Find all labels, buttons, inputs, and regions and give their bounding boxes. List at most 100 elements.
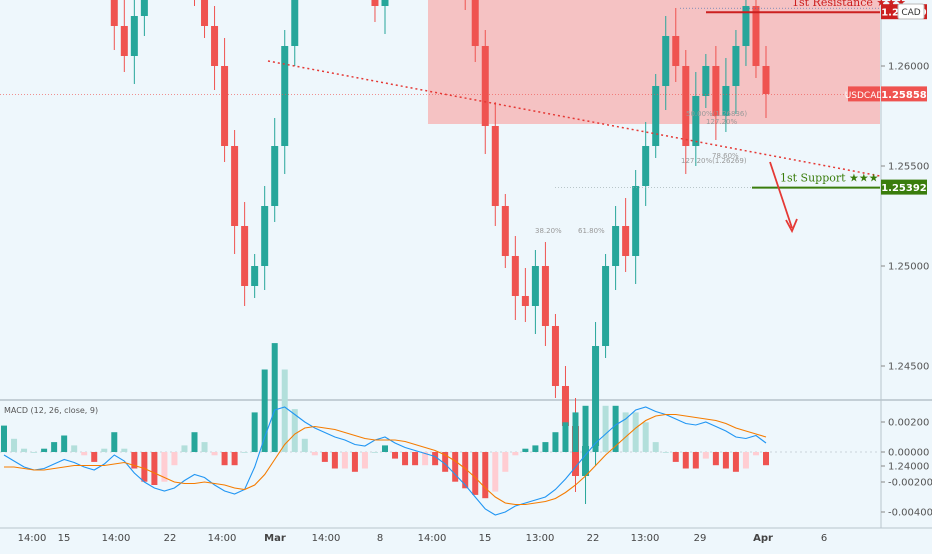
candle-body	[271, 146, 279, 206]
macd-tick-label: -0.00200	[888, 478, 932, 489]
macd-hist-bar	[402, 452, 409, 466]
macd-hist-bar	[572, 412, 579, 452]
time-tick-label: 14:00	[312, 533, 341, 544]
time-tick-label: 13:00	[631, 533, 660, 544]
candle-body	[762, 66, 770, 94]
fib-label: 127.20%	[706, 118, 737, 126]
macd-hist-bar	[21, 448, 28, 452]
macd-hist-bar	[432, 452, 439, 466]
candle-body	[110, 0, 118, 26]
macd-hist-bar	[522, 448, 529, 452]
candle-body	[471, 0, 479, 46]
currency-badge[interactable]	[897, 3, 925, 20]
macd-hist-bar	[642, 422, 649, 452]
candle-body	[692, 96, 700, 146]
price-tick-label: 1.26000	[888, 62, 929, 73]
macd-hist-bar	[752, 452, 759, 456]
macd-hist-bar	[422, 452, 429, 466]
macd-hist-bar	[512, 452, 519, 456]
time-tick-label: 14:00	[208, 533, 237, 544]
candle-body	[481, 46, 489, 126]
macd-tick-label: 0.00000	[888, 448, 929, 459]
candle-body	[531, 266, 539, 306]
macd-hist-bar	[201, 442, 208, 452]
time-tick-label: 22	[164, 533, 177, 544]
macd-hist-bar	[472, 452, 479, 495]
candle-body	[231, 146, 239, 226]
time-tick-label: Apr	[753, 533, 773, 544]
macd-hist-bar	[1, 425, 7, 452]
symbol-tag	[848, 86, 880, 102]
macd-hist-bar	[11, 438, 18, 452]
macd-hist-bar	[632, 412, 639, 452]
candle-body	[642, 146, 650, 186]
macd-hist-bar	[382, 445, 388, 452]
candle-body	[261, 206, 269, 266]
candle-body	[622, 226, 630, 256]
candle-body	[381, 0, 389, 6]
price-axis[interactable]: 1.277501.275001.270001.265001.260001.255…	[881, 0, 932, 550]
macd-hist-bar	[331, 452, 338, 469]
annotations: 2nd Resistance ★★★1st Resistance ★★★1st …	[0, 0, 906, 235]
candle-body	[712, 66, 720, 116]
macd-hist-bar	[181, 445, 188, 452]
macd-hist-bar	[562, 422, 569, 452]
level-price-tag	[881, 179, 927, 195]
macd-hist-bar	[211, 452, 218, 456]
macd-hist-bar	[492, 452, 499, 492]
time-tick-label: 14:00	[102, 533, 131, 544]
time-tick-label: 15	[479, 533, 492, 544]
time-tick-label: Mar	[264, 533, 286, 544]
macd-hist-bar	[442, 452, 449, 472]
time-tick-label: 14:00	[418, 533, 447, 544]
macd-hist-bar	[502, 452, 509, 472]
macd-hist-bar	[341, 452, 348, 469]
macd-hist-bar	[682, 452, 689, 469]
candle-body	[752, 6, 760, 66]
macd-hist-bar	[452, 452, 459, 482]
macd-hist-bar	[231, 452, 238, 466]
candle-body	[541, 266, 549, 326]
macd-tick-label: -0.00400	[888, 508, 932, 519]
candle-body	[561, 386, 569, 426]
macd-hist-bar	[763, 452, 769, 466]
macd-hist-bar	[462, 452, 469, 489]
macd-hist-bar	[722, 452, 729, 469]
macd-hist-bar	[742, 452, 749, 469]
macd-hist-bar	[351, 452, 358, 472]
candle-body	[592, 346, 600, 446]
time-tick-label: 13:00	[526, 533, 555, 544]
macd-hist-bar	[592, 402, 599, 452]
macd-hist-bar	[161, 452, 168, 482]
candle-body	[742, 6, 750, 46]
candle-body	[551, 326, 559, 386]
macd-hist-bar	[191, 432, 198, 452]
macd-hist-bar	[301, 438, 308, 452]
projection-arrow	[769, 161, 793, 229]
time-axis[interactable]: 14:00 15 14:00 22 14:00 Mar 14:00 8 14:00 15 13:00…	[18, 533, 828, 544]
candle-body	[251, 266, 259, 286]
last-price-tag	[881, 86, 927, 102]
macd-hist-bar	[281, 369, 288, 452]
candle-body	[582, 446, 590, 476]
price-tick-label: 1.25000	[888, 262, 929, 273]
candle-body	[602, 266, 610, 346]
candle-body	[371, 0, 379, 6]
macd-hist-bar	[552, 432, 559, 452]
candle-body	[140, 0, 148, 16]
level-price-value: 1.25392	[881, 183, 927, 194]
candle-body	[732, 46, 740, 86]
macd-pane	[1, 343, 769, 516]
fib-label: 61.80%	[578, 227, 605, 235]
macd-hist-bar	[101, 448, 108, 452]
time-tick-label: 15	[58, 533, 71, 544]
trendline	[267, 60, 881, 177]
macd-hist-bar	[271, 343, 278, 452]
macd-hist-bar	[261, 369, 268, 452]
macd-hist-bar	[672, 452, 679, 462]
macd-hist-bar	[321, 452, 328, 462]
candle-body	[201, 0, 209, 26]
macd-hist-bar	[151, 452, 158, 485]
time-tick-label: 14:00	[18, 533, 47, 544]
